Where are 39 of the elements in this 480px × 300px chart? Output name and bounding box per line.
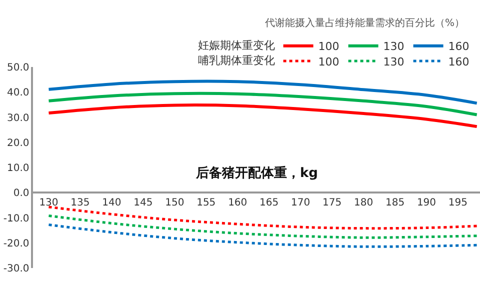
y-tick-label: -10.0 bbox=[3, 213, 30, 224]
y-tick-label: 40.0 bbox=[6, 88, 30, 99]
y-tick-label: 30.0 bbox=[6, 112, 30, 124]
x-tick-label: 155 bbox=[196, 197, 216, 208]
legend-label: 160 bbox=[448, 55, 470, 68]
y-tick-label: -30.0 bbox=[3, 264, 30, 274]
x-tick-label: 130 bbox=[39, 197, 58, 208]
x-tick-label: 175 bbox=[322, 197, 342, 208]
x-tick-label: 140 bbox=[102, 197, 122, 208]
x-tick-label: 165 bbox=[260, 197, 279, 208]
x-tick-label: 190 bbox=[416, 197, 436, 208]
legend-label: 160 bbox=[448, 40, 470, 54]
y-tick-label: -20.0 bbox=[3, 238, 30, 250]
annotation: 哺乳期体重变化 bbox=[198, 54, 275, 67]
line-series bbox=[47, 104, 478, 128]
x-tick-label: 180 bbox=[354, 197, 374, 208]
y-tick-label: 10.0 bbox=[6, 163, 30, 174]
line-series bbox=[47, 206, 478, 230]
legend-label: 130 bbox=[383, 55, 404, 68]
line-series bbox=[47, 80, 478, 105]
legend-label: 100 bbox=[318, 40, 340, 54]
x-tick-label: 145 bbox=[134, 197, 153, 208]
x-tick-label: 170 bbox=[291, 197, 310, 208]
x-axis-title: 后备猪开配体重，kg bbox=[195, 165, 318, 181]
y-tick-label: 0.0 bbox=[13, 188, 30, 200]
legend-label: 100 bbox=[318, 55, 340, 68]
y-tick-label: 50.0 bbox=[6, 62, 30, 74]
text: 妊娠期体重变化 bbox=[198, 39, 275, 52]
x-tick-label: 150 bbox=[165, 197, 184, 208]
legend-label: 130 bbox=[383, 40, 404, 54]
x-tick-label: 160 bbox=[228, 197, 248, 208]
y-tick-label: 20.0 bbox=[6, 138, 30, 149]
x-tick-label: 195 bbox=[448, 197, 468, 208]
line-series bbox=[47, 224, 478, 248]
x-tick-label: 185 bbox=[385, 197, 405, 208]
x-tick-label: 135 bbox=[70, 197, 90, 208]
legend-title: 代谢能摄入量占维持能量需求的百分比（%） bbox=[264, 17, 465, 29]
line-series bbox=[47, 92, 478, 116]
line-series bbox=[47, 214, 478, 239]
